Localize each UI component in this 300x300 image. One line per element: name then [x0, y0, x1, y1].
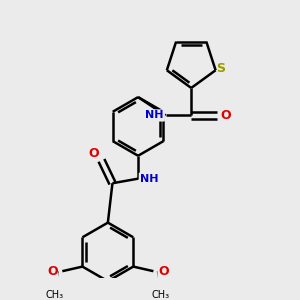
Text: NH: NH: [140, 174, 158, 184]
Text: O: O: [47, 265, 58, 278]
Text: CH₃: CH₃: [46, 290, 64, 300]
Text: O: O: [89, 146, 99, 160]
Text: CH₃: CH₃: [152, 290, 170, 300]
Text: NH: NH: [145, 110, 164, 121]
Text: S: S: [216, 62, 225, 75]
Text: O: O: [221, 109, 231, 122]
Text: O: O: [158, 265, 169, 278]
